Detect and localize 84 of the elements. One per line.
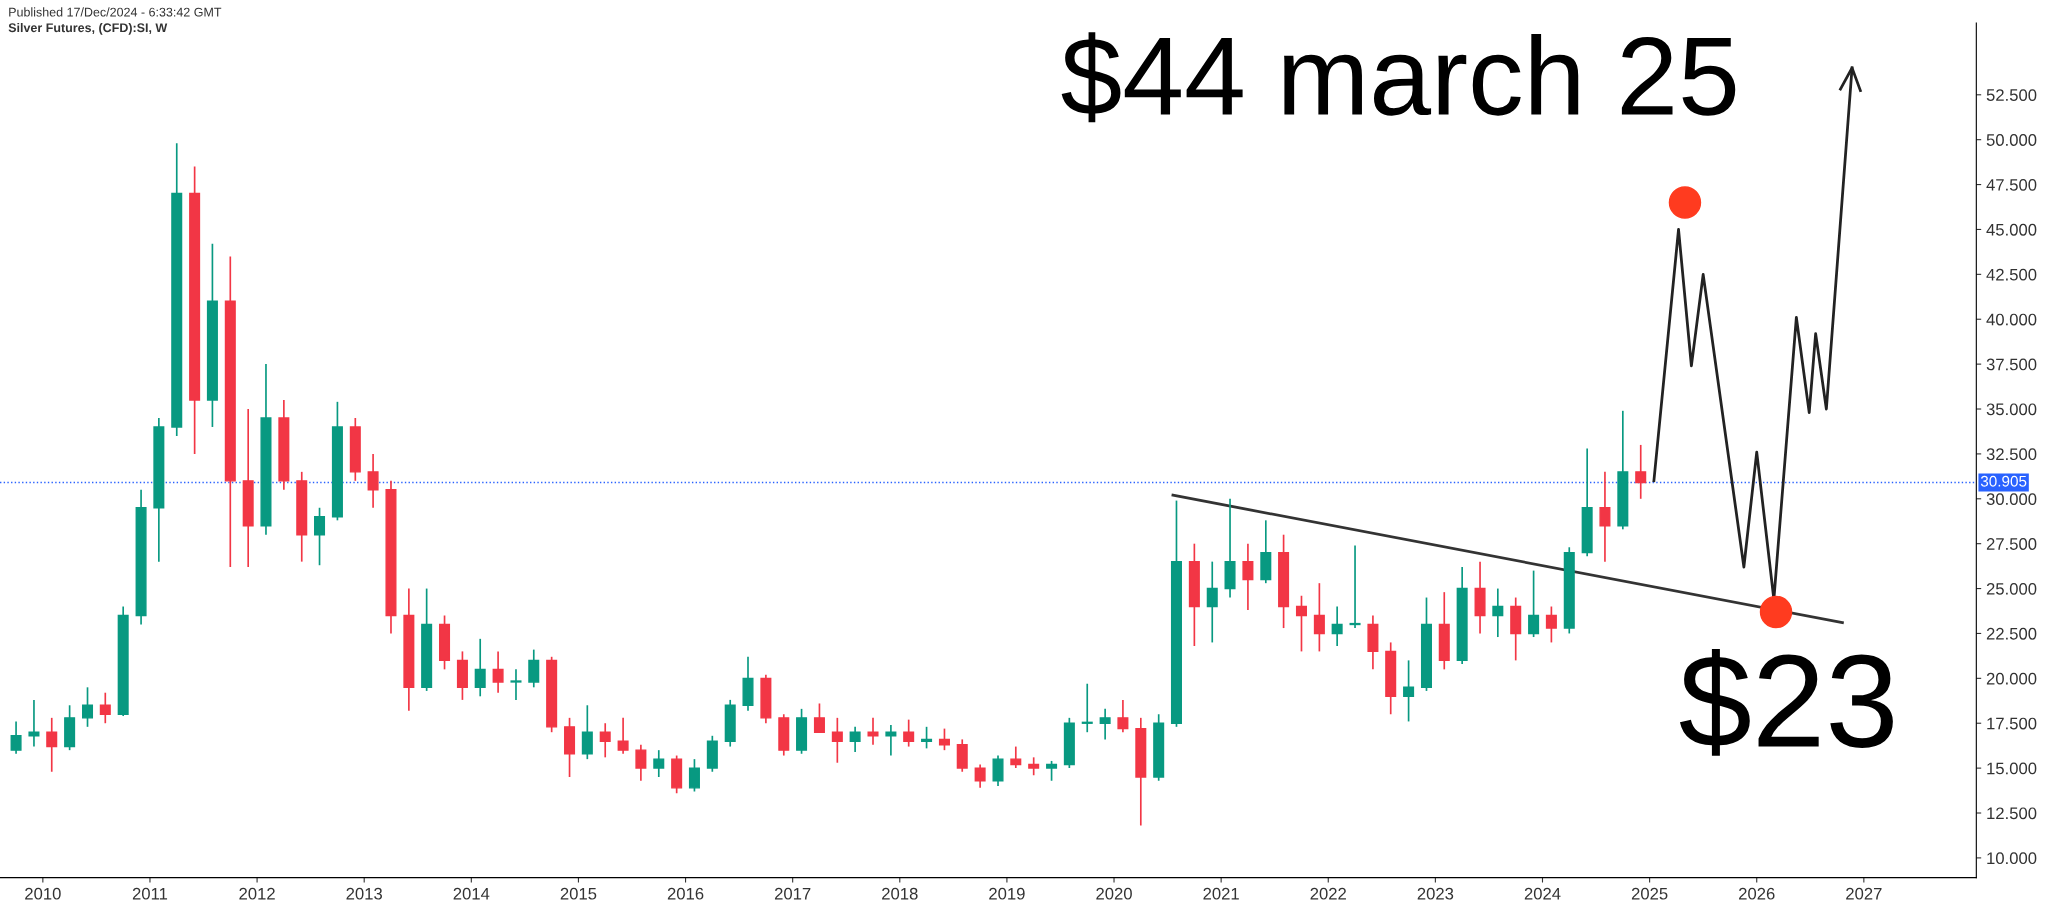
chart-title: Silver Futures, (CFD):SI, W <box>8 22 168 35</box>
x-tick-label: 2015 <box>560 887 597 900</box>
candlestick <box>1492 587 1504 638</box>
y-tick-label: 25.000 <box>1986 582 2037 595</box>
candlestick <box>831 717 843 764</box>
candlestick <box>1081 682 1093 734</box>
candlestick <box>1117 699 1129 734</box>
x-tick-label: 2013 <box>346 887 383 900</box>
x-tick-label: 2026 <box>1739 887 1775 900</box>
ref-line-label: 30.905 <box>1980 475 2027 487</box>
candlestick <box>867 717 879 746</box>
y-tick-label: 17.500 <box>1987 717 2037 730</box>
y-tick-label: 35.000 <box>1986 403 2037 416</box>
y-tick-label: 42.500 <box>1986 268 2037 281</box>
y-tick-label: 50.000 <box>1986 134 2037 146</box>
candlestick <box>1046 760 1058 782</box>
x-tick-label: 2023 <box>1417 887 1454 900</box>
candlestick <box>635 743 647 782</box>
x-tick-label: 2014 <box>453 887 490 900</box>
y-tick-label: 10.000 <box>1987 852 2037 865</box>
candlestick <box>921 725 933 750</box>
candlestick <box>1206 560 1218 644</box>
candlestick <box>81 686 94 728</box>
candlestick <box>1295 594 1307 653</box>
candlestick <box>10 720 22 755</box>
y-tick-label: 45.000 <box>1986 223 2037 236</box>
candlestick <box>46 717 58 773</box>
y-tick-label: 32.500 <box>1986 448 2037 461</box>
candlestick <box>1528 569 1540 638</box>
y-tick-label: 37.500 <box>1986 358 2037 371</box>
candlestick <box>1099 708 1111 741</box>
x-tick-label: 2018 <box>882 887 918 900</box>
candlestick <box>1599 471 1611 563</box>
candlestick <box>314 506 326 567</box>
candlestick <box>1242 542 1254 611</box>
annotation: $23 <box>1679 648 1893 756</box>
x-tick-label: 2020 <box>1096 887 1132 900</box>
candlestick <box>1313 582 1325 653</box>
y-tick-label: 27.500 <box>1986 538 2037 550</box>
candlestick <box>1349 544 1361 629</box>
candlestick <box>1403 659 1415 723</box>
y-tick-label: 40.000 <box>1986 313 2037 326</box>
candlestick <box>849 725 861 753</box>
candlestick <box>599 722 611 759</box>
x-tick-label: 2021 <box>1203 887 1239 900</box>
candlestick <box>474 638 486 698</box>
x-tick-label: 2025 <box>1631 887 1668 900</box>
candlestick <box>653 749 665 778</box>
x-tick-label: 2022 <box>1310 887 1346 900</box>
x-tick-label: 2010 <box>25 887 61 900</box>
annotation: $44 march 25 <box>1061 32 1736 123</box>
x-tick-label: 2017 <box>774 887 811 900</box>
x-tick-label: 2019 <box>989 887 1025 900</box>
candlestick <box>956 738 968 773</box>
candlestick <box>367 453 379 509</box>
x-tick-label: 2027 <box>1846 887 1882 900</box>
y-tick-label: 52.500 <box>1986 89 2037 101</box>
y-tick-label: 22.500 <box>1986 627 2037 640</box>
x-tick-label: 2011 <box>132 887 168 900</box>
y-tick-label: 30.000 <box>1986 493 2037 505</box>
chart-subtitle: Published 17/Dec/2024 - 6:33:42 GMT <box>9 7 222 17</box>
candlestick <box>1545 605 1557 644</box>
y-tick-label: 12.500 <box>1987 807 2037 820</box>
candlestick <box>1331 605 1343 647</box>
y-tick-label: 47.500 <box>1986 178 2037 191</box>
candlestick <box>581 704 593 760</box>
candlestick <box>617 717 629 755</box>
y-tick-label: 20.000 <box>1986 672 2037 685</box>
candlestick <box>903 718 915 748</box>
candlestick <box>1010 745 1022 769</box>
candlestick <box>974 763 986 789</box>
candlestick <box>528 648 540 689</box>
candlestick <box>1635 444 1647 500</box>
candlestick <box>99 691 111 725</box>
x-tick-label: 2012 <box>239 887 275 900</box>
x-tick-label: 2016 <box>667 887 704 900</box>
candlestick <box>938 727 950 751</box>
candlestick <box>813 702 825 734</box>
candlestick <box>510 668 522 701</box>
x-tick-label: 2024 <box>1524 887 1561 900</box>
y-tick-label: 15.000 <box>1987 762 2037 775</box>
candlestick <box>492 650 504 694</box>
candlestick <box>688 758 700 793</box>
candlestick <box>992 754 1004 787</box>
